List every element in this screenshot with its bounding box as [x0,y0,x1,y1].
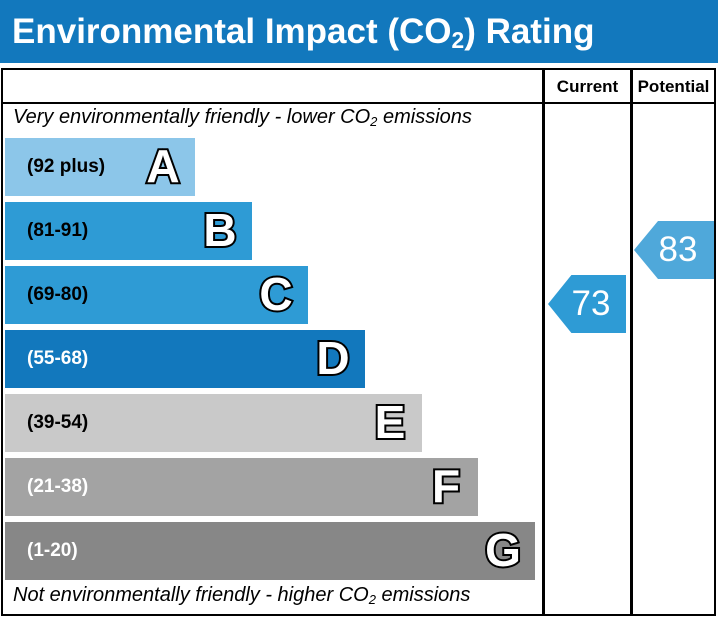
band-letter-e: E [373,396,408,450]
band-letter-f: F [430,460,462,514]
svg-text:F: F [432,460,460,512]
band-row-e: (39-54) E [5,394,422,452]
current-rating-value: 73 [571,284,611,323]
top-note-subscript: 2 [370,113,378,129]
title-text-post: ) Rating [464,11,595,51]
bottom-note: Not environmentally friendly - higher CO… [13,584,470,607]
bottom-note-post: emissions [375,584,471,606]
band-letter-d: D [314,332,351,386]
svg-text:A: A [146,140,179,192]
column-header-current: Current [556,77,619,96]
column-header-potential: Potential [637,77,710,96]
potential-rating-arrow: 83 [634,221,714,279]
title-bar: Environmental Impact (CO2) Rating [0,0,718,63]
column-divider-current [542,70,545,614]
band-row-a: (92 plus) A [5,138,195,196]
current-rating-arrow: 73 [548,275,626,333]
page-title: Environmental Impact (CO2) Rating [12,12,594,52]
band-row-g: (1-20) G [5,522,535,580]
band-row-f: (21-38) F [5,458,478,516]
svg-text:G: G [485,524,521,576]
bottom-note-pre: Not environmentally friendly - higher CO [13,584,369,606]
band-range-label: (39-54) [27,412,89,433]
bottom-note-subscript: 2 [368,591,376,607]
band-range-label: (1-20) [27,540,78,561]
band-row-c: (69-80) C [5,266,308,324]
title-text-pre: Environmental Impact (CO [12,11,452,51]
potential-rating-value: 83 [658,230,698,269]
svg-text:D: D [316,332,349,384]
svg-text:C: C [259,268,292,320]
band-letter-c: C [257,268,294,322]
top-note: Very environmentally friendly - lower CO… [13,106,472,129]
band-range-label: (69-80) [27,284,89,305]
title-subscript: 2 [451,26,465,53]
band-range-label: (92 plus) [27,156,106,177]
band-range-label: (81-91) [27,220,89,241]
top-note-pre: Very environmentally friendly - lower CO [13,106,371,128]
band-range-label: (21-38) [27,476,89,497]
rating-table: Current Potential Very environmentally f… [1,68,716,616]
svg-text:E: E [375,396,406,448]
svg-text:B: B [203,204,236,256]
top-note-post: emissions [377,106,472,128]
band-row-d: (55-68) D [5,330,365,388]
band-letter-b: B [201,204,238,258]
header-divider [3,102,714,104]
band-row-b: (81-91) B [5,202,252,260]
band-range-label: (55-68) [27,348,89,369]
band-letter-a: A [144,140,181,194]
band-letter-g: G [483,524,523,578]
column-divider-potential [630,70,633,614]
